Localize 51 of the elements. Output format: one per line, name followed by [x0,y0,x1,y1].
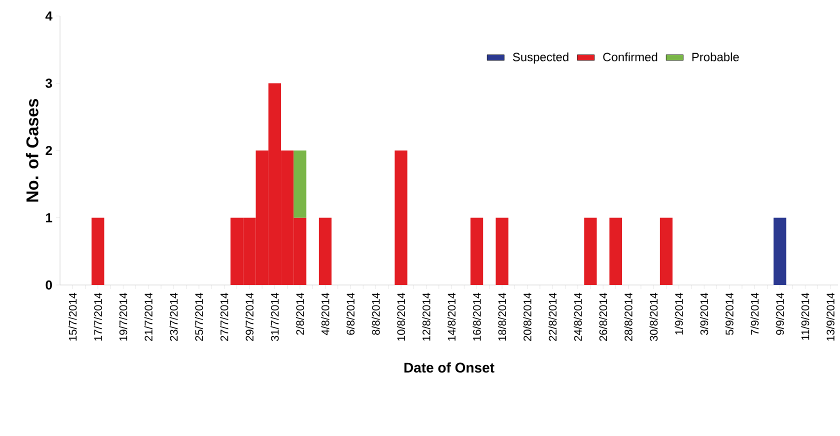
x-tick-label: 18/8/2014 [498,292,506,341]
x-tick-label: 31/7/2014 [270,292,279,342]
x-tick-label: 11/9/2014 [801,292,810,340]
x-tick-label: 19/7/2014 [119,292,128,341]
legend-label: Suspected [512,52,568,64]
x-tick-label: 23/7/2014 [170,292,178,341]
bar [660,218,673,285]
bar [318,218,332,285]
x-tick-label: 26/8/2014 [599,292,608,341]
x-tick-label: 30/8/2014 [650,292,658,342]
y-axis-title: No. of Cases [26,98,38,202]
bar [92,218,104,285]
x-tick-label: 15/7/2014 [68,292,77,341]
x-tick-label: 14/8/2014 [447,292,456,341]
x-tick-label: 5/9/2014 [725,292,734,335]
legend-label: Probable [692,52,739,62]
x-tick-label: 10/8/2014 [396,292,406,341]
x-tick-label: 2/8/2014 [296,292,304,335]
x-tick-label: 6/8/2014 [346,292,355,335]
y-tick-label: 2 [46,146,52,156]
x-tick-label: 8/8/2014 [372,292,380,335]
y-tick-label: 1 [46,213,52,222]
x-axis-title: Date of Onset [404,362,494,373]
x-tick-label: 22/8/2014 [548,292,557,341]
bar [294,150,306,218]
x-tick-label: 9/9/2014 [776,292,784,335]
x-tick-label: 29/7/2014 [245,292,254,341]
x-tick-label: 24/8/2014 [574,292,582,341]
x-tick-label: 20/8/2014 [523,292,532,341]
x-tick-label: 17/7/2014 [94,292,102,341]
y-tick-label: 3 [46,78,52,88]
x-tick-label: 13/9/2014 [826,292,834,341]
bar [394,150,408,285]
x-tick-label: 7/9/2014 [750,292,759,335]
bar [609,218,622,285]
x-tick-label: 27/7/2014 [220,292,228,341]
x-tick-label: 16/8/2014 [472,292,481,341]
bar [496,218,508,285]
y-tick-label: 0 [46,280,52,290]
x-tick-label: 21/7/2014 [144,292,152,341]
y-tick-label: 4 [45,12,52,20]
x-tick-label: 28/8/2014 [624,292,632,341]
bar [774,218,786,285]
bar [470,218,484,285]
x-tick-label: 4/8/2014 [321,292,330,336]
x-tick-label: 1/9/2014 [674,292,683,335]
x-tick-label: 12/8/2014 [422,292,430,341]
bar [584,218,597,285]
legend-label: Confirmed [603,52,658,62]
x-tick-label: 3/9/2014 [700,292,708,335]
x-tick-label: 25/7/2014 [194,292,203,341]
